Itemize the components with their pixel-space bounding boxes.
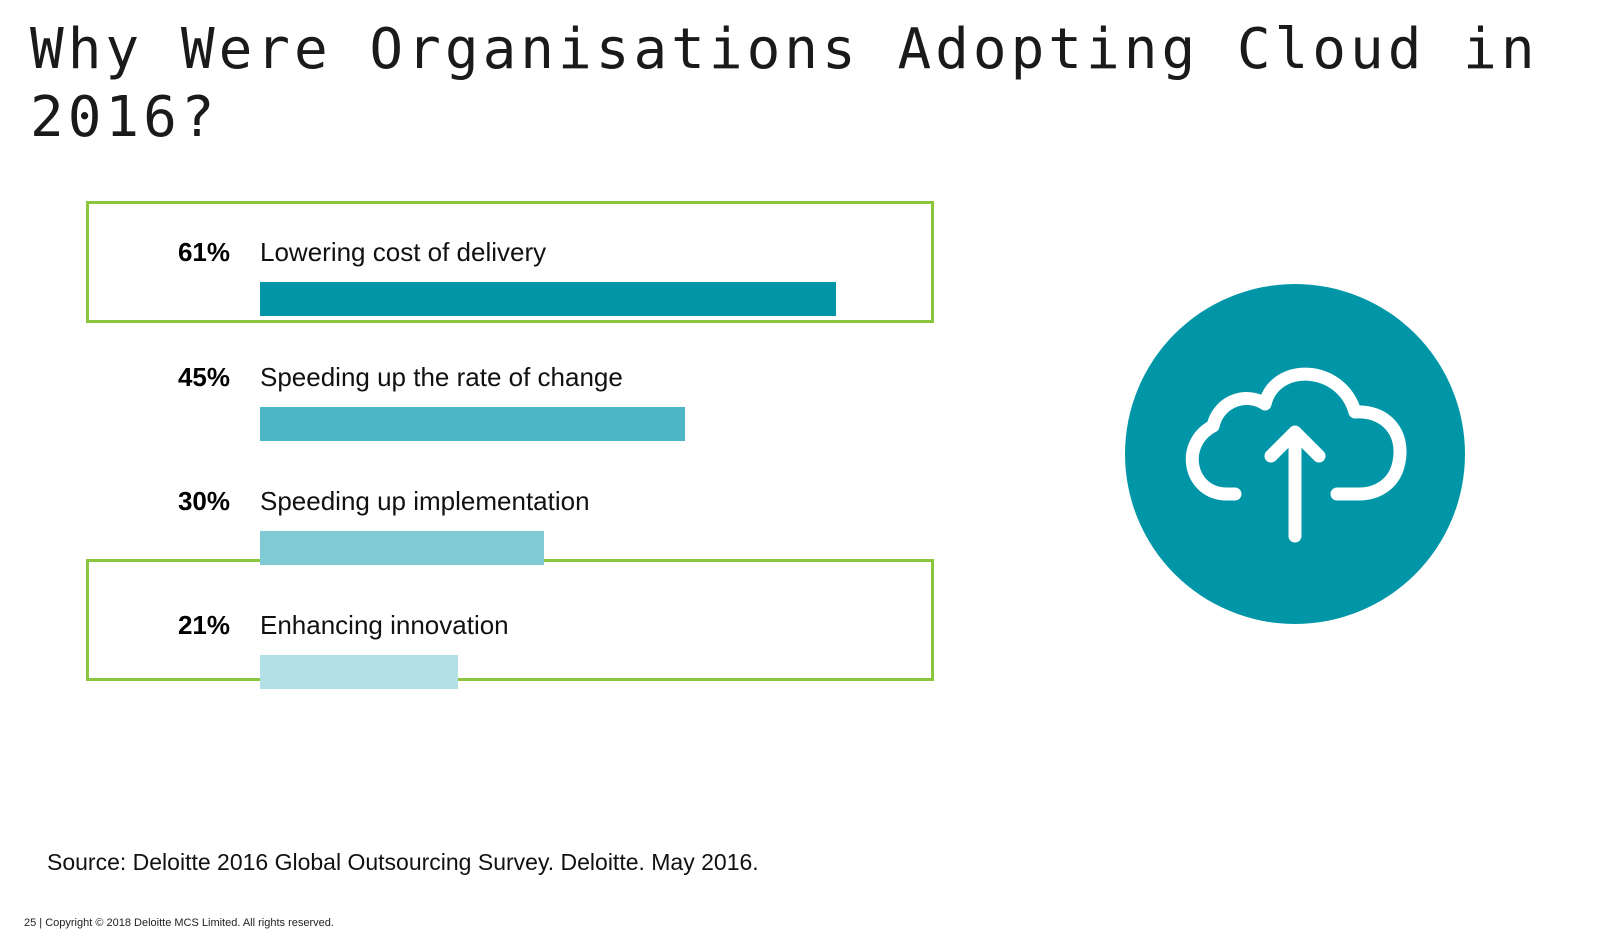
- category-label: Speeding up the rate of change: [260, 362, 623, 392]
- cloud-outline: [1185, 367, 1407, 501]
- data-label: 21%: [177, 610, 230, 640]
- data-label: 61%: [177, 237, 230, 267]
- bar-row-enhancing-innovation: 21% Enhancing innovation: [0, 590, 960, 700]
- bar: [260, 531, 544, 565]
- data-label: 30%: [177, 486, 230, 516]
- data-label: 45%: [177, 362, 230, 392]
- category-label: Speeding up implementation: [260, 486, 590, 516]
- bar: [260, 655, 459, 689]
- bar: [260, 407, 686, 441]
- source-note: Source: Deloitte 2016 Global Outsourcing…: [47, 849, 759, 875]
- bar-row-speeding-change: 45% Speeding up the rate of change: [0, 342, 960, 452]
- bar-row-speeding-implementation: 30% Speeding up implementation: [0, 466, 960, 576]
- highlight-box-top: [86, 201, 934, 323]
- bar-row-lowering-cost: 61% Lowering cost of delivery: [0, 217, 960, 327]
- category-label: Enhancing innovation: [260, 610, 509, 640]
- upload-arrow-head: [1264, 425, 1326, 463]
- category-label: Lowering cost of delivery: [260, 237, 547, 267]
- copyright-footer: 25 | Copyright © 2018 Deloitte MCS Limit…: [24, 917, 334, 929]
- bar: [260, 282, 837, 316]
- cloud-upload-icon: [1125, 284, 1465, 624]
- slide-title: Why Were Organisations Adopting Cloud in…: [30, 17, 1539, 150]
